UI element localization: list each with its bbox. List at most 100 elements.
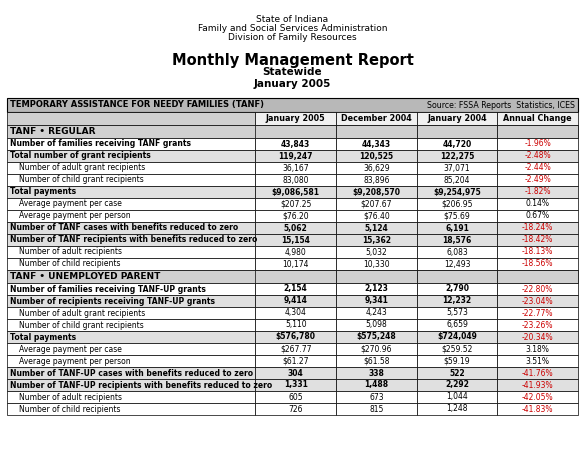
- Text: -18.56%: -18.56%: [522, 260, 553, 269]
- Text: -41.93%: -41.93%: [522, 381, 553, 389]
- Text: $270.96: $270.96: [360, 345, 392, 354]
- Text: -20.34%: -20.34%: [522, 333, 553, 341]
- Text: Family and Social Services Administration: Family and Social Services Administratio…: [198, 24, 387, 33]
- Text: 6,083: 6,083: [446, 248, 468, 256]
- Bar: [256, 162, 336, 174]
- Bar: [7, 174, 256, 186]
- Text: -1.82%: -1.82%: [524, 187, 551, 197]
- Bar: [256, 379, 336, 391]
- Text: 122,275: 122,275: [440, 151, 474, 161]
- Bar: [336, 270, 417, 283]
- Text: -18.13%: -18.13%: [522, 248, 553, 256]
- Bar: [7, 367, 256, 379]
- Bar: [256, 174, 336, 186]
- Text: 119,247: 119,247: [278, 151, 313, 161]
- Text: -42.05%: -42.05%: [522, 392, 553, 402]
- Text: 5,573: 5,573: [446, 309, 468, 318]
- Bar: [497, 391, 578, 403]
- Bar: [497, 283, 578, 295]
- Bar: [417, 391, 497, 403]
- Bar: [336, 307, 417, 319]
- Text: $576,780: $576,780: [276, 333, 316, 341]
- Bar: [7, 295, 256, 307]
- Bar: [497, 403, 578, 415]
- Bar: [497, 222, 578, 234]
- Text: 85,204: 85,204: [444, 176, 470, 184]
- Bar: [417, 174, 497, 186]
- Bar: [336, 112, 417, 125]
- Text: -2.44%: -2.44%: [524, 163, 551, 172]
- Bar: [417, 355, 497, 367]
- Bar: [497, 112, 578, 125]
- Bar: [336, 295, 417, 307]
- Bar: [497, 258, 578, 270]
- Bar: [256, 283, 336, 295]
- Bar: [497, 150, 578, 162]
- Bar: [7, 162, 256, 174]
- Text: $76.20: $76.20: [283, 212, 309, 220]
- Bar: [7, 186, 256, 198]
- Bar: [336, 234, 417, 246]
- Text: Number of child recipients: Number of child recipients: [19, 260, 121, 269]
- Bar: [336, 343, 417, 355]
- Text: 522: 522: [449, 368, 465, 377]
- Text: 6,659: 6,659: [446, 320, 468, 330]
- Text: 0.67%: 0.67%: [525, 212, 550, 220]
- Text: 0.14%: 0.14%: [526, 199, 550, 208]
- Bar: [336, 258, 417, 270]
- Text: TANF • REGULAR: TANF • REGULAR: [10, 127, 95, 136]
- Text: Number of TANF recipients with benefits reduced to zero: Number of TANF recipients with benefits …: [10, 235, 257, 245]
- Text: $61.58: $61.58: [363, 356, 390, 366]
- Bar: [336, 283, 417, 295]
- Text: -18.24%: -18.24%: [522, 224, 553, 233]
- Bar: [7, 343, 256, 355]
- Text: $61.27: $61.27: [283, 356, 309, 366]
- Bar: [336, 138, 417, 150]
- Text: December 2004: December 2004: [341, 114, 412, 123]
- Bar: [417, 186, 497, 198]
- Text: Number of child recipients: Number of child recipients: [19, 404, 121, 413]
- Bar: [417, 343, 497, 355]
- Text: 5,032: 5,032: [366, 248, 387, 256]
- Bar: [417, 331, 497, 343]
- Bar: [256, 186, 336, 198]
- Bar: [336, 210, 417, 222]
- Text: 2,292: 2,292: [445, 381, 469, 389]
- Text: Number of TANF-UP recipients with benefits reduced to zero: Number of TANF-UP recipients with benefi…: [10, 381, 272, 389]
- Bar: [256, 367, 336, 379]
- Text: Number of families receiving TANF grants: Number of families receiving TANF grants: [10, 140, 191, 149]
- Bar: [417, 379, 497, 391]
- Bar: [417, 125, 497, 138]
- Bar: [7, 355, 256, 367]
- Bar: [336, 379, 417, 391]
- Text: Source: FSSA Reports  Statistics, ICES: Source: FSSA Reports Statistics, ICES: [427, 100, 575, 109]
- Bar: [336, 331, 417, 343]
- Text: 815: 815: [369, 404, 384, 413]
- Text: 5,062: 5,062: [284, 224, 308, 233]
- Text: 36,629: 36,629: [363, 163, 390, 172]
- Text: $9,208,570: $9,208,570: [352, 187, 400, 197]
- Bar: [417, 258, 497, 270]
- Text: Average payment per case: Average payment per case: [19, 199, 122, 208]
- Bar: [417, 222, 497, 234]
- Bar: [336, 222, 417, 234]
- Text: 44,720: 44,720: [442, 140, 472, 149]
- Text: 1,331: 1,331: [284, 381, 308, 389]
- Bar: [7, 210, 256, 222]
- Text: $9,086,581: $9,086,581: [271, 187, 320, 197]
- Bar: [7, 125, 578, 138]
- Bar: [417, 112, 497, 125]
- Text: 36,167: 36,167: [283, 163, 309, 172]
- Bar: [497, 319, 578, 331]
- Text: Number of adult grant recipients: Number of adult grant recipients: [19, 309, 145, 318]
- Bar: [497, 138, 578, 150]
- Text: Total payments: Total payments: [10, 187, 76, 197]
- Text: $259.52: $259.52: [441, 345, 473, 354]
- Bar: [417, 150, 497, 162]
- Text: Number of families receiving TANF-UP grants: Number of families receiving TANF-UP gra…: [10, 284, 206, 293]
- Bar: [497, 331, 578, 343]
- Text: 1,044: 1,044: [446, 392, 468, 402]
- Bar: [336, 186, 417, 198]
- Text: 1,248: 1,248: [446, 404, 468, 413]
- Text: Total payments: Total payments: [10, 333, 76, 341]
